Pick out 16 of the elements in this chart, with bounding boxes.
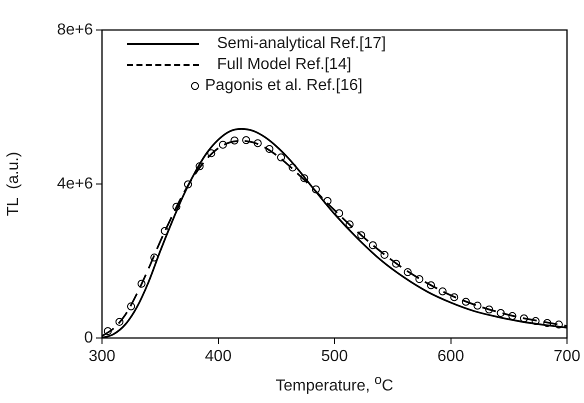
x-tick-label: 400 — [204, 348, 232, 366]
legend-label: Pagonis et al. Ref.[16] — [205, 76, 362, 96]
point — [277, 153, 286, 162]
legend-label: Full Model Ref.[14] — [217, 55, 352, 75]
x-tick-label: 300 — [88, 348, 116, 366]
point — [473, 302, 482, 310]
y-tick-label: 8e+6 — [56, 21, 94, 38]
y-tick-label: 4e+6 — [56, 175, 94, 192]
x-tick-label: 600 — [437, 348, 464, 366]
x-tick-label: 500 — [321, 348, 348, 366]
y-tick-label: 0 — [84, 329, 94, 346]
y-axis-title: TL (a.u.) — [5, 152, 22, 216]
point — [496, 308, 505, 317]
legend-label: Semi-analytical Ref.[17] — [217, 34, 386, 54]
x-axis-title: Temperature, $^{o}$C — [274, 372, 394, 396]
x-tick-label: 700 — [554, 348, 580, 366]
